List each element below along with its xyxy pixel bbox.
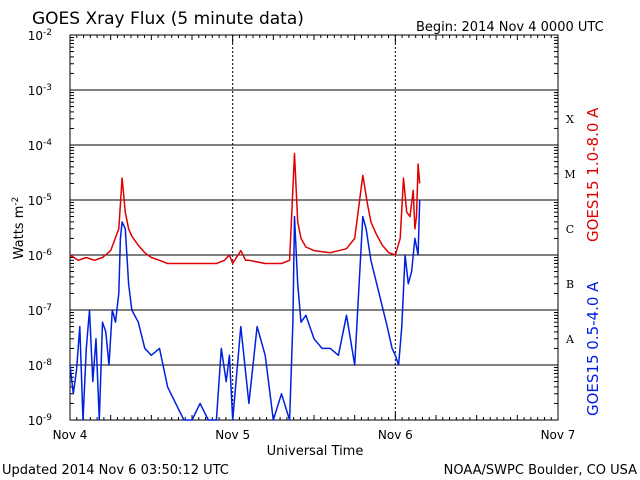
y-tick-label: 10-7 bbox=[28, 303, 52, 318]
begin-time: Begin: 2014 Nov 4 0000 UTC bbox=[416, 20, 604, 35]
x-tick-label: Nov 5 bbox=[215, 428, 250, 442]
series-line-long bbox=[69, 152, 421, 265]
y-tick-label: 10-3 bbox=[28, 83, 52, 98]
chart-title: GOES Xray Flux (5 minute data) bbox=[32, 9, 304, 29]
y-tick-label: 10-9 bbox=[28, 413, 53, 428]
y-tick-label: 10-5 bbox=[28, 193, 52, 208]
x-tick-label: Nov 7 bbox=[541, 428, 576, 442]
series-label-long: GOES15 1.0-8.0 A bbox=[584, 107, 602, 242]
flare-class-label: M bbox=[564, 168, 575, 181]
flare-class-label: X bbox=[566, 113, 574, 126]
series-line-short bbox=[69, 199, 421, 421]
flare-class-label: C bbox=[566, 223, 574, 236]
flare-class-label: B bbox=[566, 278, 574, 291]
plot-frame bbox=[69, 34, 559, 421]
y-axis-label: Watts m-2 bbox=[11, 197, 27, 260]
y-tick-label: 10-2 bbox=[28, 28, 52, 43]
y-tick-label: 10-8 bbox=[28, 358, 53, 373]
flare-class-label: A bbox=[565, 333, 575, 346]
x-tick-label: Nov 6 bbox=[378, 428, 413, 442]
y-tick-label: 10-4 bbox=[28, 138, 53, 153]
x-axis-label: Universal Time bbox=[267, 444, 364, 459]
y-tick-label: 10-6 bbox=[28, 248, 53, 263]
credit-text: NOAA/SWPC Boulder, CO USA bbox=[444, 463, 637, 478]
series-label-short: GOES15 0.5-4.0 A bbox=[584, 281, 602, 416]
x-tick-label: Nov 4 bbox=[53, 428, 88, 442]
updated-time: Updated 2014 Nov 6 03:50:12 UTC bbox=[2, 463, 229, 478]
